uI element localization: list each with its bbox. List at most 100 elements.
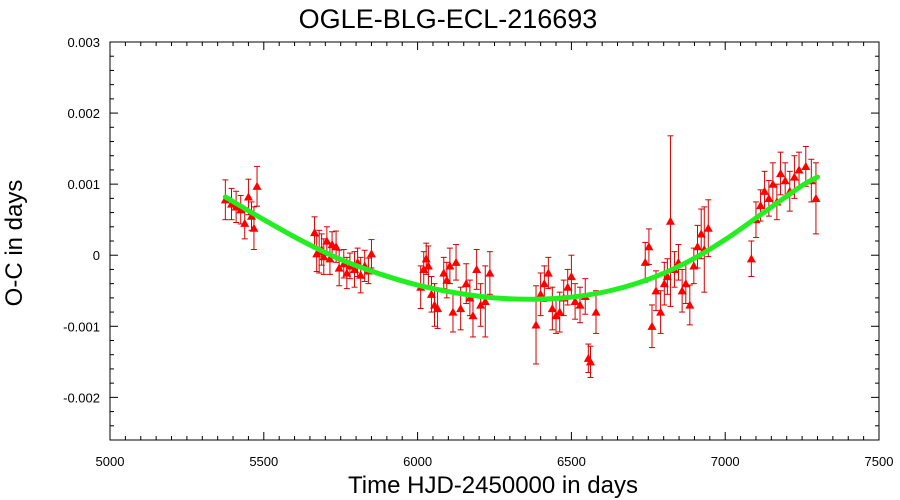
triangle-marker bbox=[442, 275, 452, 284]
data-point bbox=[662, 258, 672, 295]
data-point bbox=[547, 286, 557, 331]
data-point bbox=[696, 208, 706, 260]
data-point bbox=[325, 242, 335, 275]
data-point bbox=[647, 304, 657, 349]
triangle-marker bbox=[746, 254, 756, 263]
triangle-marker bbox=[480, 296, 490, 306]
triangle-marker bbox=[240, 218, 250, 227]
triangle-marker bbox=[693, 242, 703, 251]
data-point bbox=[776, 151, 786, 196]
data-point bbox=[656, 290, 666, 334]
data-point bbox=[677, 268, 687, 313]
data-point bbox=[570, 283, 580, 320]
data-point bbox=[252, 165, 262, 207]
triangle-marker bbox=[665, 216, 675, 225]
triangle-marker bbox=[789, 172, 799, 181]
y-tick-label: 0.001 bbox=[67, 177, 100, 192]
triangle-marker bbox=[780, 176, 790, 185]
x-axis-label: Time HJD-2450000 in days bbox=[348, 472, 638, 499]
triangle-marker bbox=[331, 242, 341, 251]
chart-title: OGLE-BLG-ECL-216693 bbox=[299, 4, 598, 34]
data-point bbox=[685, 284, 695, 326]
y-tick-label: -0.002 bbox=[63, 390, 100, 405]
triangle-marker bbox=[768, 179, 778, 188]
triangle-marker bbox=[547, 304, 557, 313]
data-point bbox=[644, 228, 654, 265]
data-point bbox=[480, 265, 490, 338]
data-point bbox=[356, 256, 366, 294]
triangle-marker bbox=[644, 242, 654, 251]
data-points-layer bbox=[220, 135, 821, 378]
triangle-marker bbox=[426, 289, 436, 298]
data-point bbox=[543, 256, 553, 290]
triangle-marker bbox=[685, 300, 695, 309]
axis-tick-labels: 5000 5500 6000 6500 7000 7500 0.003 0.002 0.001 0… bbox=[63, 35, 893, 469]
triangle-marker bbox=[476, 300, 486, 309]
data-point bbox=[485, 251, 495, 295]
triangle-marker bbox=[456, 304, 466, 313]
data-point bbox=[536, 272, 546, 317]
triangle-marker bbox=[575, 300, 585, 309]
triangle-marker bbox=[764, 193, 774, 202]
triangle-marker bbox=[563, 282, 573, 291]
triangle-marker bbox=[659, 279, 669, 288]
x-tick-label: 5500 bbox=[249, 454, 278, 469]
axis-ticks bbox=[109, 41, 880, 440]
triangle-marker bbox=[334, 263, 344, 272]
data-point bbox=[703, 199, 713, 258]
triangle-marker bbox=[448, 307, 458, 316]
triangle-marker bbox=[689, 261, 699, 270]
triangle-marker bbox=[756, 200, 766, 210]
triangle-marker bbox=[421, 254, 431, 263]
data-point bbox=[566, 254, 576, 299]
triangle-marker bbox=[485, 268, 495, 277]
triangle-marker bbox=[543, 268, 553, 277]
triangle-marker bbox=[794, 165, 804, 174]
triangle-marker bbox=[461, 279, 471, 288]
triangle-marker bbox=[640, 257, 650, 266]
triangle-marker bbox=[350, 264, 360, 274]
triangle-marker bbox=[760, 186, 770, 195]
triangle-marker bbox=[681, 279, 691, 288]
data-point bbox=[575, 286, 585, 324]
y-tick-label: -0.001 bbox=[63, 319, 100, 334]
triangle-marker bbox=[236, 205, 246, 214]
triangle-marker bbox=[531, 320, 541, 329]
data-point bbox=[231, 190, 241, 224]
x-tick-label: 7000 bbox=[711, 454, 740, 469]
triangle-marker bbox=[811, 193, 821, 202]
triangle-marker bbox=[662, 272, 672, 281]
data-point bbox=[476, 283, 486, 327]
triangle-marker bbox=[703, 223, 713, 232]
data-point bbox=[583, 343, 593, 373]
triangle-marker bbox=[231, 202, 241, 211]
triangle-marker bbox=[591, 307, 601, 316]
plot-area: 5000 5500 6000 6500 7000 7500 0.003 0.002 0.001 0… bbox=[63, 35, 893, 469]
triangle-marker bbox=[656, 307, 666, 316]
triangle-marker bbox=[227, 199, 237, 208]
triangle-marker bbox=[310, 227, 320, 237]
triangle-marker bbox=[536, 289, 546, 298]
triangle-marker bbox=[325, 254, 335, 263]
triangle-marker bbox=[243, 192, 253, 201]
triangle-marker bbox=[356, 270, 366, 279]
data-point bbox=[585, 345, 595, 378]
triangle-marker bbox=[423, 261, 433, 270]
plot-frame bbox=[109, 41, 880, 441]
data-point bbox=[227, 187, 237, 221]
triangle-marker bbox=[555, 307, 565, 316]
y-tick-label: 0.003 bbox=[67, 35, 100, 50]
triangle-marker bbox=[319, 252, 329, 261]
data-point bbox=[746, 240, 756, 278]
triangle-marker bbox=[585, 357, 595, 366]
data-point bbox=[665, 135, 675, 307]
triangle-marker bbox=[566, 272, 576, 281]
triangle-marker bbox=[433, 304, 443, 313]
triangle-marker bbox=[468, 311, 478, 320]
data-point bbox=[445, 247, 455, 285]
triangle-marker bbox=[647, 321, 657, 330]
data-point bbox=[350, 251, 360, 288]
triangle-marker bbox=[451, 257, 461, 266]
triangle-marker bbox=[439, 268, 449, 277]
fit-curve bbox=[222, 174, 820, 302]
